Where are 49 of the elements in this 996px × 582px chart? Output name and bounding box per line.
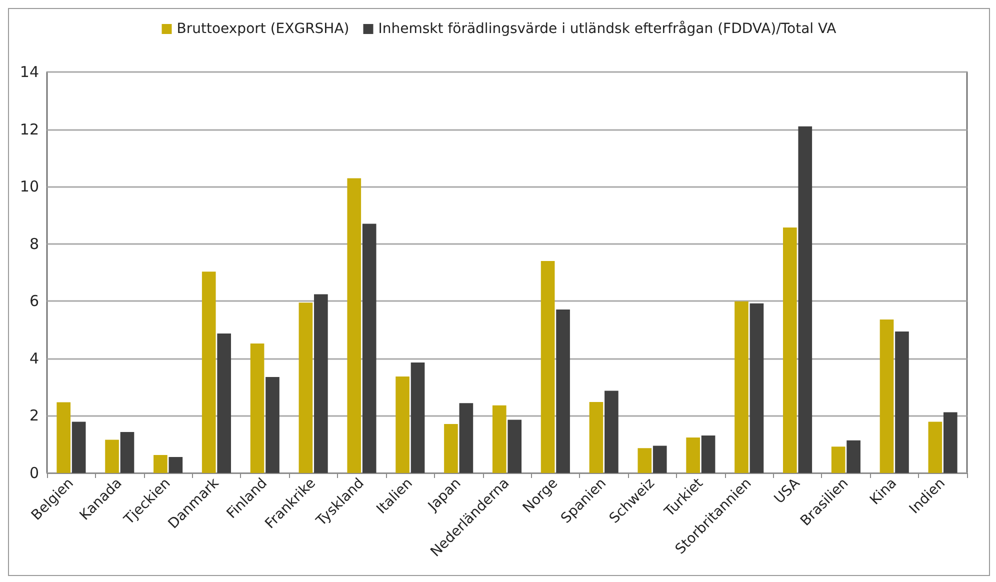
y-tick-label: 14	[20, 63, 39, 81]
y-tick-label: 6	[29, 292, 39, 310]
bar	[105, 440, 119, 473]
bar	[154, 454, 168, 473]
bar	[701, 435, 716, 473]
bar	[556, 309, 570, 473]
bar	[798, 126, 812, 473]
bar	[686, 437, 700, 473]
bar	[168, 456, 183, 473]
legend-label: Inhemskt förädlingsvärde i utländsk efterfrågan (FDDVA)/Total VA	[378, 20, 837, 37]
y-tick-label: 8	[29, 234, 39, 253]
bar	[540, 261, 555, 473]
bar	[362, 224, 376, 473]
bar	[652, 446, 667, 473]
y-tick-label: 2	[29, 406, 39, 425]
bar	[783, 228, 797, 473]
y-tick-label: 4	[29, 349, 39, 368]
bar	[943, 412, 958, 473]
bar	[492, 405, 506, 473]
bar	[202, 272, 216, 473]
bar	[459, 403, 474, 473]
bar	[266, 377, 280, 473]
bar	[217, 334, 231, 473]
bar	[604, 390, 618, 473]
bar	[880, 319, 894, 473]
bar	[120, 432, 134, 473]
bar	[928, 422, 942, 473]
bar	[831, 446, 846, 473]
bar	[734, 301, 748, 473]
legend-label: Bruttoexport (EXGRSHA)	[176, 21, 350, 37]
y-tick-label: 0	[29, 464, 39, 482]
bar	[298, 302, 313, 473]
bar	[444, 424, 458, 473]
bar	[750, 303, 764, 473]
bar	[589, 402, 604, 473]
bar	[314, 294, 328, 473]
y-tick-label: 10	[20, 178, 39, 196]
y-tick-label: 12	[20, 120, 39, 138]
bar	[410, 362, 425, 473]
bar	[846, 440, 860, 473]
bar	[638, 448, 652, 473]
bar	[72, 422, 86, 473]
bar	[56, 402, 71, 473]
bar	[508, 420, 522, 473]
bar	[347, 178, 362, 473]
bar	[895, 332, 909, 473]
x-tick-label: USA	[771, 475, 804, 508]
bar	[396, 376, 410, 473]
bar	[250, 344, 264, 473]
